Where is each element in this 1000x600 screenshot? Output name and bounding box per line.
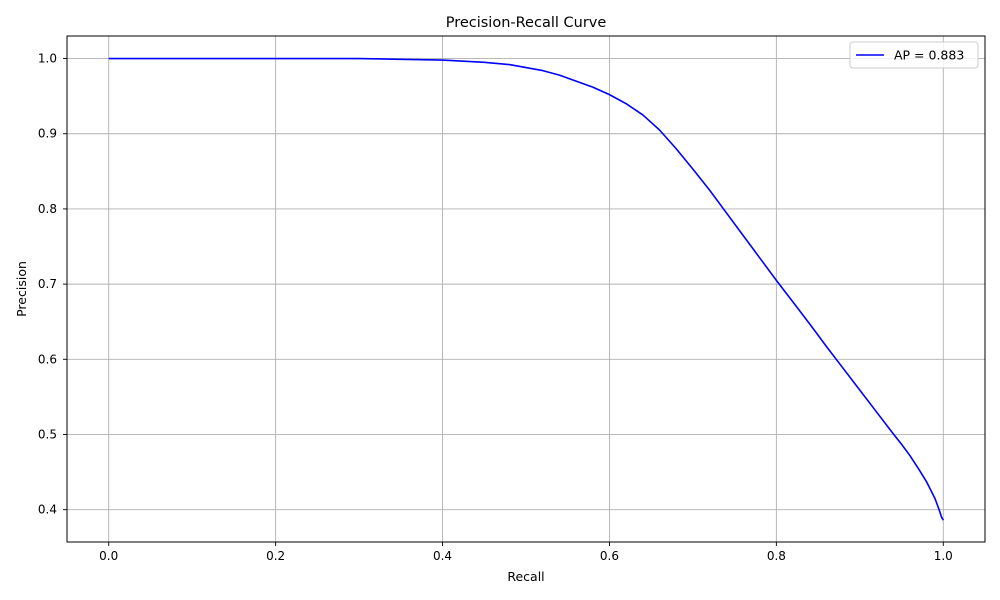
pr-curve-line <box>108 57 944 521</box>
y-tick-label: 1.0 <box>38 52 57 66</box>
x-tick-label: 0.8 <box>767 549 786 563</box>
x-tick-label: 1.0 <box>934 549 953 563</box>
y-tick-label: 0.6 <box>38 352 57 366</box>
legend-box <box>849 41 979 69</box>
x-tick-label: 0.2 <box>266 549 285 563</box>
legend: AP = 0.883 <box>849 41 979 69</box>
legend-label: AP = 0.883 <box>894 48 964 63</box>
x-axis-label: Recall <box>507 569 544 584</box>
y-tick-label: 0.9 <box>38 127 57 141</box>
x-tick-label: 0.4 <box>433 549 452 563</box>
y-tick-label: 0.5 <box>38 427 57 441</box>
y-tick-label: 0.7 <box>38 277 57 291</box>
tick-layer: 0.0 0.2 0.4 0.6 0.8 1.0 0.4 0.5 0.6 0.7 0.8 0.9 1.0 <box>38 52 953 563</box>
series-layer <box>108 57 944 521</box>
y-tick-label: 0.8 <box>38 202 57 216</box>
chart-title: Precision-Recall Curve <box>446 15 607 31</box>
axes-frame <box>66 35 986 543</box>
x-tick-label: 0.6 <box>600 549 619 563</box>
x-tick-label: 0.0 <box>99 549 118 563</box>
y-tick-label: 0.4 <box>38 503 57 517</box>
y-axis-label: Precision <box>14 261 29 317</box>
grid-layer <box>67 36 985 542</box>
